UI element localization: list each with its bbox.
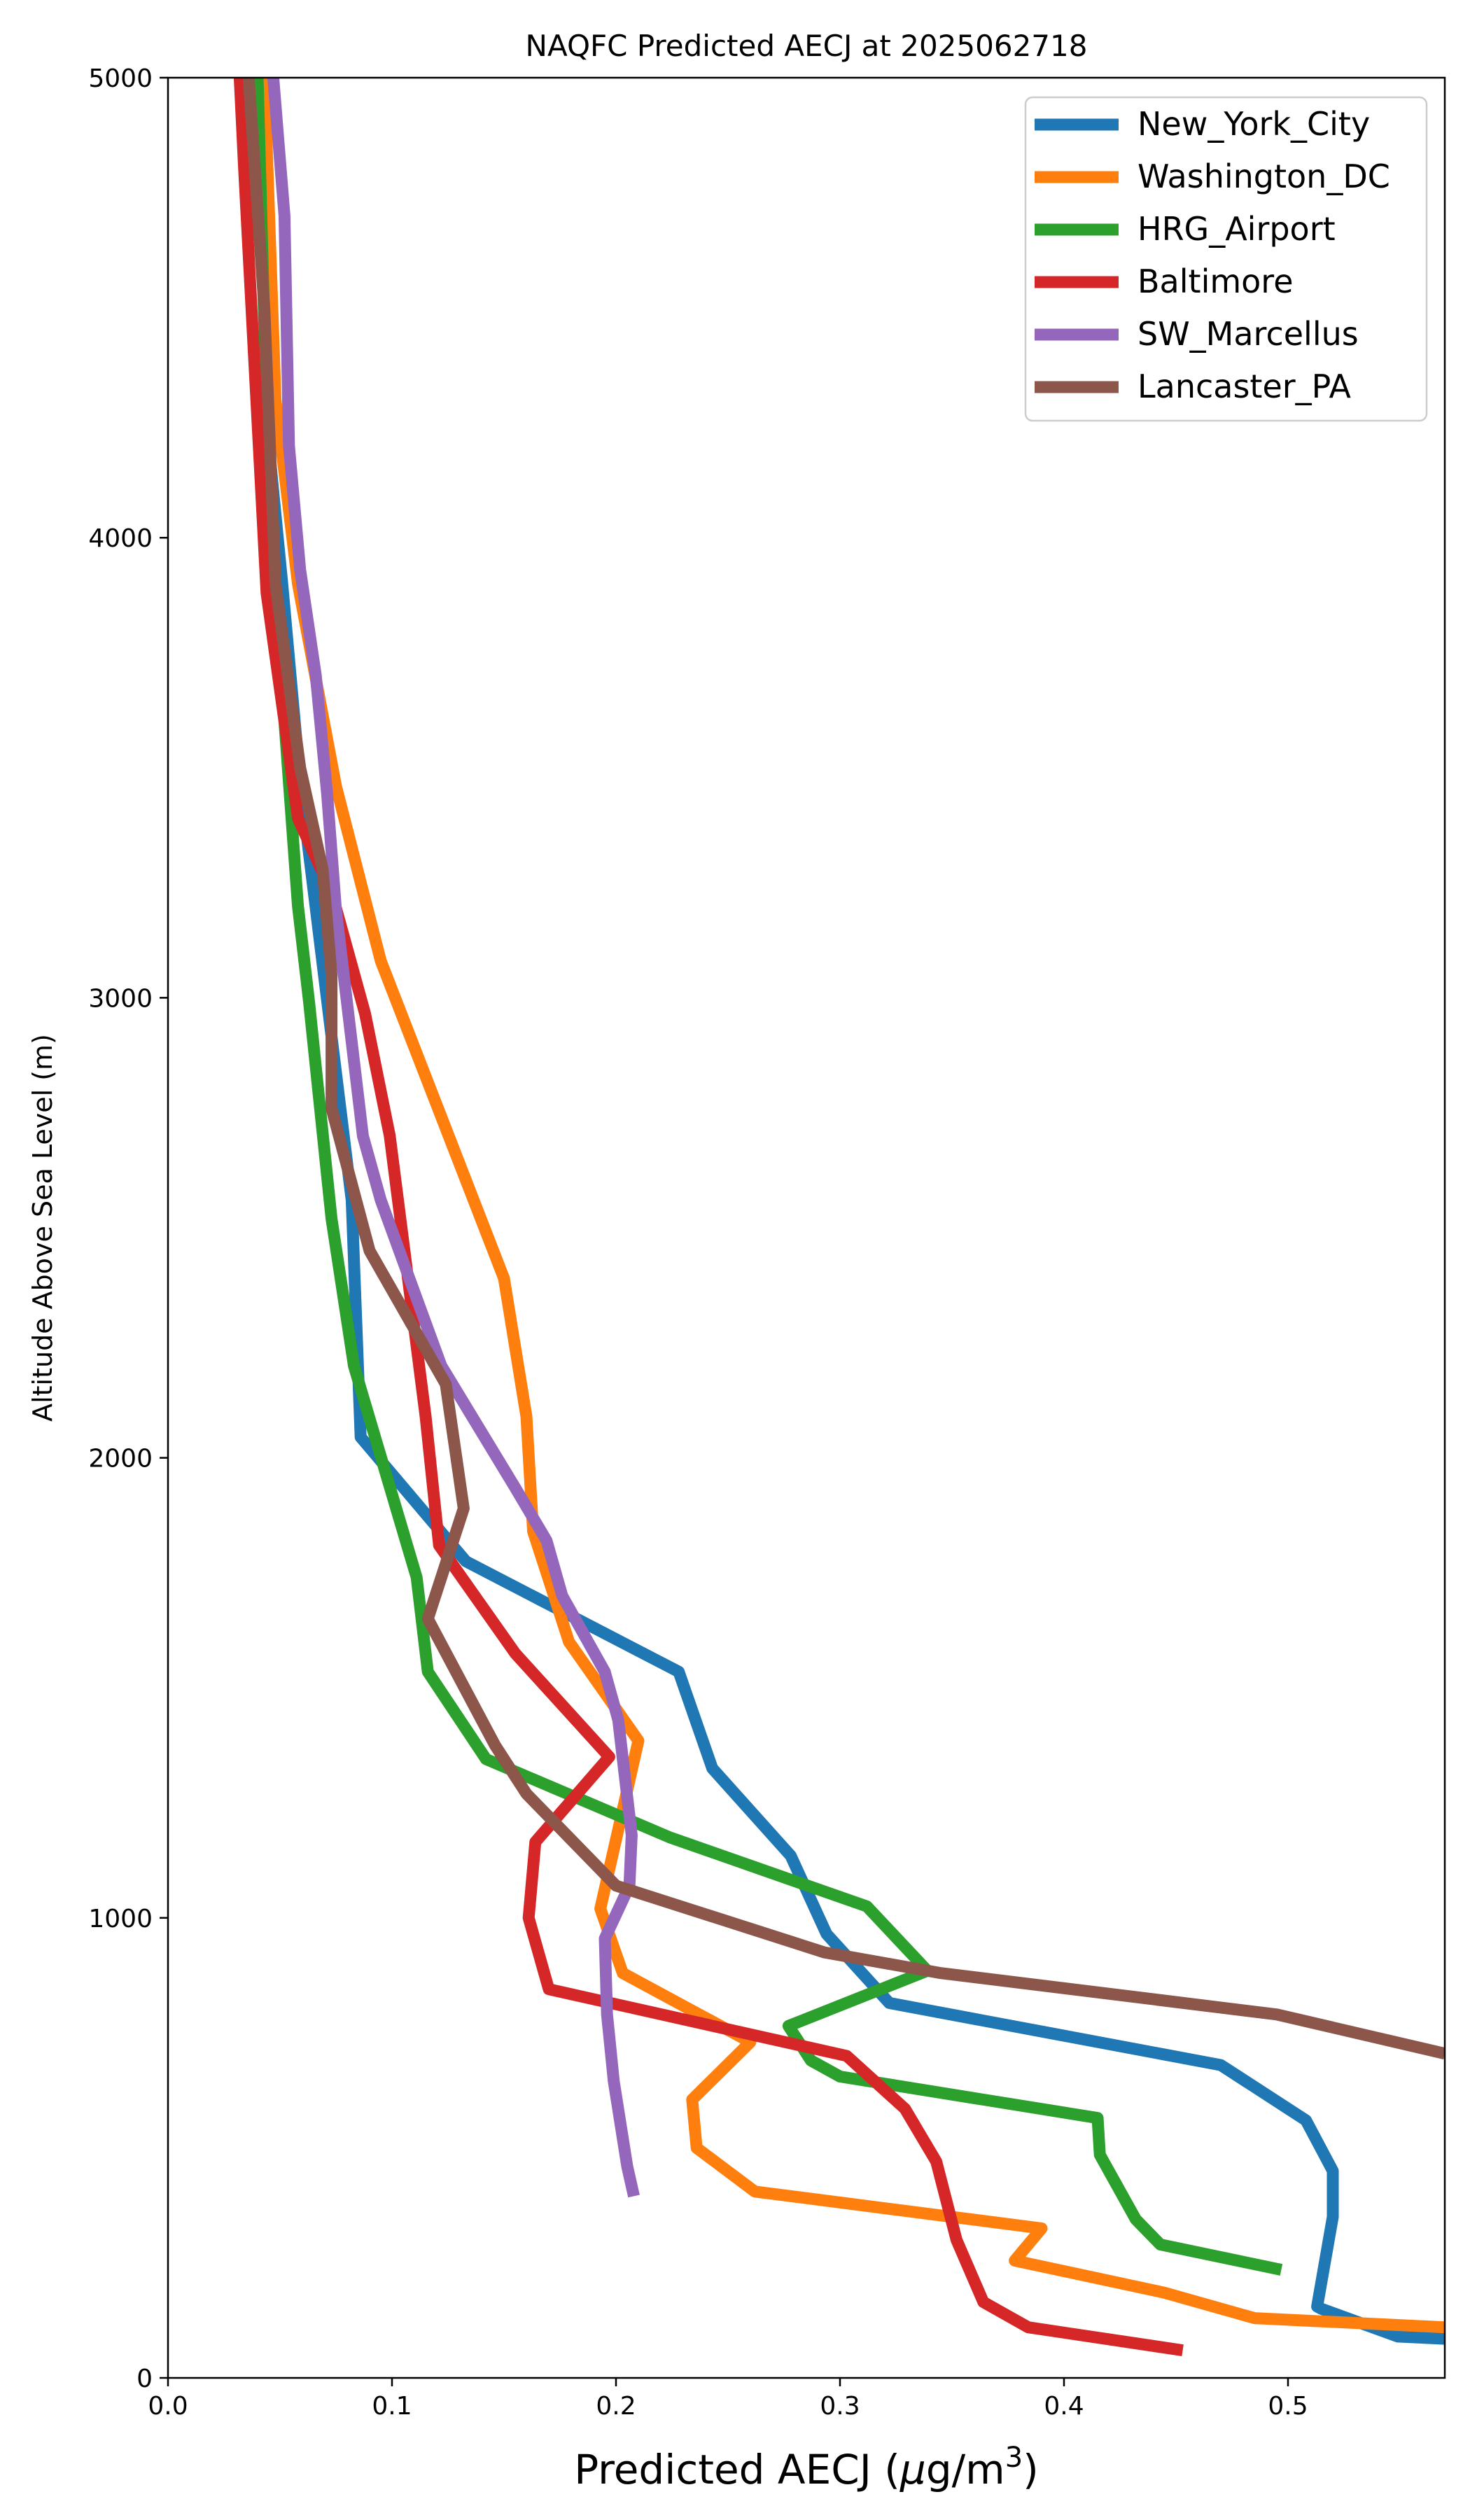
legend-label: HRG_Airport — [1138, 210, 1336, 248]
legend-label: New_York_City — [1138, 105, 1370, 143]
y-axis: 0 1000 2000 3000 4000 5000 — [88, 64, 168, 2393]
y-tick-label: 3000 — [88, 984, 153, 1013]
x-axis: 0.0 0.1 0.2 0.3 0.4 0.5 — [148, 2378, 1308, 2421]
y-tick-label: 0 — [136, 2365, 153, 2393]
x-tick-label: 0.5 — [1268, 2392, 1308, 2421]
legend-box — [1024, 96, 1428, 422]
plot-frame — [167, 76, 1446, 2379]
legend-label: SW_Marcellus — [1138, 315, 1359, 353]
series-line-sw-marcellus — [267, 78, 640, 2198]
series-layer — [233, 78, 1445, 2357]
legend-label: Baltimore — [1138, 262, 1294, 300]
series-line-lancaster-pa — [242, 78, 1445, 2059]
legend-label: Lancaster_PA — [1138, 368, 1351, 405]
legend: New_York_City Washington_DC HRG_Airport Bal… — [1024, 96, 1428, 422]
chart-title: NAQFC Predicted AECJ at 2025062718 — [526, 29, 1088, 63]
y-axis-label: Altitude Above Sea Level (m) — [27, 1034, 58, 1422]
y-tick-label: 2000 — [88, 1445, 153, 1474]
series-line-hrg-airport — [251, 78, 1283, 2276]
series-line-washington-dc — [258, 78, 1445, 2334]
series-line-baltimore — [233, 78, 1184, 2357]
y-tick-label: 1000 — [88, 1905, 153, 1933]
x-tick-label: 0.3 — [820, 2392, 860, 2421]
x-tick-label: 0.4 — [1044, 2392, 1084, 2421]
y-tick-label: 5000 — [88, 64, 153, 93]
y-tick-label: 4000 — [88, 524, 153, 553]
legend-label: Washington_DC — [1138, 158, 1390, 195]
x-tick-label: 0.2 — [596, 2392, 636, 2421]
x-tick-label: 0.0 — [148, 2392, 188, 2421]
x-tick-label: 0.1 — [372, 2392, 412, 2421]
x-axis-label: Predicted AECJ (μg/m3) — [574, 2442, 1039, 2493]
